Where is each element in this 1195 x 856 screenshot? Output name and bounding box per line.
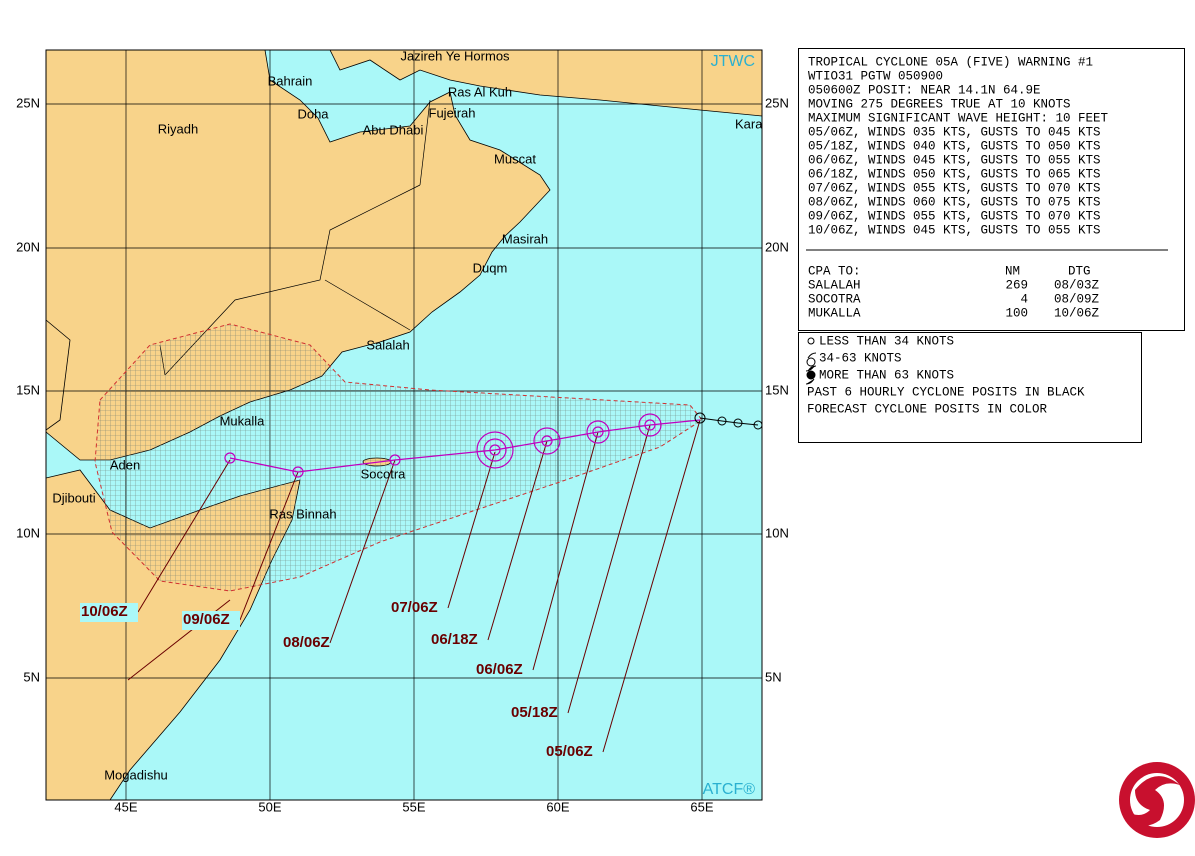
lat-label: 25N	[16, 95, 40, 110]
warning-box	[798, 48, 1185, 331]
past-positions	[694, 412, 762, 430]
cpa-place: SOCOTRA	[808, 292, 861, 306]
place: Aden	[110, 457, 140, 472]
lat-label: 10N	[16, 525, 40, 540]
forecast-label: 05/18Z	[511, 704, 558, 721]
legend-box	[798, 332, 1142, 443]
forecast-positions	[224, 413, 662, 478]
warning-line: MOVING 275 DEGREES TRUE AT 10 KNOTS	[808, 97, 1071, 111]
land	[46, 319, 71, 431]
warning-line: 050600Z POSIT: NEAR 14.1N 64.9E	[808, 83, 1041, 97]
place: Kara	[735, 116, 763, 131]
lat-label: 5N	[765, 669, 782, 684]
lat-label: 15N	[765, 382, 789, 397]
forecast-label: 10/06Z	[81, 603, 128, 620]
legend-text: LESS THAN 34 KNOTS	[819, 334, 954, 348]
place: Masirah	[502, 231, 548, 246]
track	[229, 419, 701, 473]
cpa-nm: 100	[1005, 306, 1028, 320]
cpa-header: NM	[1005, 264, 1020, 278]
forecast-label: 07/06Z	[391, 599, 438, 616]
lat-label: 10N	[765, 525, 789, 540]
lat-label: 15N	[16, 382, 40, 397]
warning-line: 10/06Z, WINDS 045 KTS, GUSTS TO 055 KTS	[808, 223, 1101, 237]
warning-line: MAXIMUM SIGNIFICANT WAVE HEIGHT: 10 FEET	[808, 111, 1109, 125]
cpa-dtg: 08/09Z	[1054, 292, 1100, 306]
legend-text: FORECAST CYCLONE POSITS IN COLOR	[807, 402, 1048, 416]
lon-label: 45E	[114, 799, 137, 814]
lat-label: 5N	[23, 669, 40, 684]
place: Jazireh Ye Hormos	[400, 48, 510, 63]
forecast-label: 06/18Z	[431, 631, 478, 648]
place: Abu Dhabi	[363, 122, 424, 137]
forecast-labels: 10/06Z 09/06Z 08/06Z 07/06Z 06/18Z 06/06…	[81, 599, 593, 760]
forecast-label: 05/06Z	[546, 743, 593, 760]
place: Doha	[297, 106, 329, 121]
place: Socotra	[361, 466, 407, 481]
jtwc-logo	[1119, 762, 1195, 838]
forecast-label: 06/06Z	[476, 661, 523, 678]
cpa-nm: 4	[1020, 292, 1028, 306]
lat-labels: 25N 20N 15N 10N 5N 25N 20N 15N 10N 5N	[16, 95, 789, 684]
lon-label: 50E	[258, 799, 281, 814]
place: Mukalla	[220, 413, 266, 428]
danger-area	[94, 323, 703, 592]
place: Ras Al Kuh	[448, 84, 512, 99]
lat-label: 25N	[765, 95, 789, 110]
cpa-header: DTG	[1068, 264, 1091, 278]
warning-line: TROPICAL CYCLONE 05A (FIVE) WARNING #1	[808, 55, 1093, 69]
cpa-rows: SALALAH 269 08/03Z SOCOTRA 4 08/09Z MUKALLA 100…	[808, 278, 1100, 320]
iran	[329, 50, 762, 117]
map	[46, 50, 762, 800]
legend-text: 34-63 KNOTS	[819, 351, 902, 365]
warning-line: 05/18Z, WINDS 040 KTS, GUSTS TO 050 KTS	[808, 139, 1101, 153]
map-frame	[45, 49, 763, 801]
warning-line: 05/06Z, WINDS 035 KTS, GUSTS TO 045 KTS	[808, 125, 1101, 139]
cpa-header: CPA TO:	[808, 264, 861, 278]
warning-line: 07/06Z, WINDS 055 KTS, GUSTS TO 070 KTS	[808, 181, 1101, 195]
lon-label: 55E	[402, 799, 425, 814]
place: Riyadh	[158, 121, 198, 136]
place: Fujeirah	[429, 105, 476, 120]
lon-labels: 45E 50E 55E 60E 65E	[114, 799, 713, 814]
lat-label: 20N	[16, 239, 40, 254]
legend-text: MORE THAN 63 KNOTS	[819, 368, 954, 382]
warning-line: 09/06Z, WINDS 055 KTS, GUSTS TO 070 KTS	[808, 209, 1101, 223]
place: Bahrain	[268, 73, 313, 88]
forecast-label: 09/06Z	[183, 611, 230, 628]
place: Duqm	[473, 260, 508, 275]
lon-label: 60E	[546, 799, 569, 814]
lat-label: 20N	[765, 239, 789, 254]
place: Muscat	[494, 151, 536, 166]
cpa-dtg: 10/06Z	[1054, 306, 1100, 320]
cpa-place: MUKALLA	[808, 306, 861, 320]
cpa-nm: 269	[1005, 278, 1028, 292]
warning-line: WTIO31 PGTW 050900	[808, 69, 943, 83]
past-track	[699, 417, 759, 426]
legend-icon	[807, 337, 815, 345]
warning-text: TROPICAL CYCLONE 05A (FIVE) WARNING #1WT…	[808, 55, 1109, 237]
place: Ras Binnah	[269, 506, 336, 521]
forecast-label: 08/06Z	[283, 634, 330, 651]
cpa-dtg: 08/03Z	[1054, 278, 1100, 292]
lon-label: 65E	[690, 799, 713, 814]
place: Salalah	[366, 337, 409, 352]
cpa-place: SALALAH	[808, 278, 861, 292]
places: Jazireh Ye Hormos Bahrain Riyadh Doha Ra…	[52, 48, 763, 782]
source-label: JTWC	[711, 53, 755, 70]
warning-line: 06/18Z, WINDS 050 KTS, GUSTS TO 065 KTS	[808, 167, 1101, 181]
place: Djibouti	[52, 490, 95, 505]
leader-lines	[127, 419, 701, 753]
warning-line: 06/06Z, WINDS 045 KTS, GUSTS TO 055 KTS	[808, 153, 1101, 167]
label-bg	[80, 603, 138, 622]
legend-icon	[805, 365, 817, 385]
legend-text: PAST 6 HOURLY CYCLONE POSITS IN BLACK	[807, 385, 1085, 399]
footer-label: ATCF®	[703, 781, 756, 798]
place: Mogadishu	[104, 767, 168, 782]
warning-line: 08/06Z, WINDS 060 KTS, GUSTS TO 075 KTS	[808, 195, 1101, 209]
label-bg	[182, 611, 240, 630]
